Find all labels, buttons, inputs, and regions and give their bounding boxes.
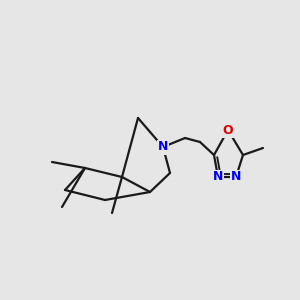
- Text: N: N: [231, 170, 241, 184]
- Text: N: N: [213, 170, 223, 184]
- Text: O: O: [223, 124, 233, 136]
- Text: N: N: [158, 140, 168, 154]
